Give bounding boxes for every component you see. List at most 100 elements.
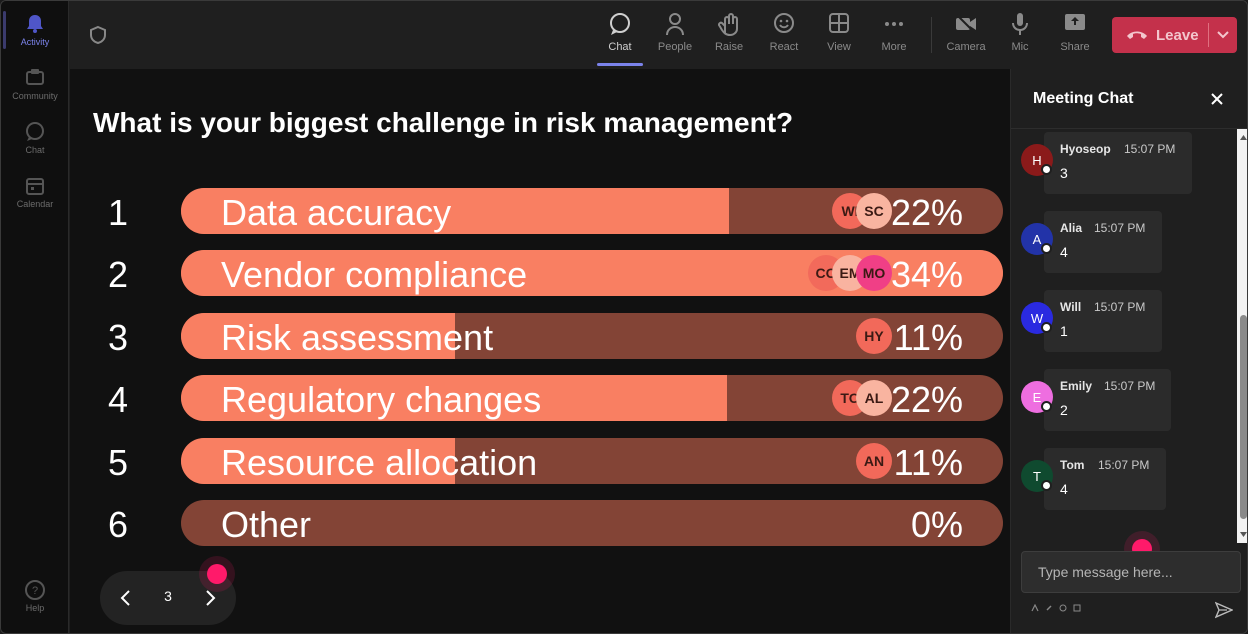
option-number: 6 — [108, 504, 129, 545]
message-body: 1 — [1060, 323, 1068, 339]
option-number: 1 — [108, 192, 129, 233]
avatar[interactable]: W — [1021, 302, 1053, 334]
option-bar: Other 0% — [181, 500, 1003, 546]
rail-item-activity[interactable]: Activity — [1, 11, 69, 49]
message-time: 15:07 PM — [1094, 300, 1146, 314]
option-number: 3 — [108, 317, 129, 358]
phone-hangup-icon — [1127, 31, 1147, 39]
chevron-down-icon[interactable] — [1216, 29, 1230, 41]
chevron-left-icon[interactable] — [114, 586, 138, 610]
option-percent: 22% — [890, 379, 963, 420]
shield-icon[interactable] — [88, 25, 108, 45]
calendar-icon — [26, 178, 44, 195]
option-percent: 11% — [893, 442, 963, 483]
meeting-toolbar: Chat People Raise React View More Camera — [70, 1, 1247, 69]
option-percent: 0% — [910, 504, 963, 545]
rail-item-calendar[interactable]: Calendar — [1, 175, 69, 209]
presence-status — [1041, 322, 1052, 333]
help-icon: ? — [25, 580, 45, 600]
option-bar-fill — [181, 313, 455, 359]
chat-header: Meeting Chat — [1011, 69, 1247, 129]
chat-message: Emily 15:07 PM 2 — [1044, 369, 1171, 431]
people-button-label: People — [657, 41, 693, 53]
avatar[interactable]: H — [1021, 144, 1053, 176]
mic-button-label: Mic — [1011, 41, 1029, 53]
option-bar: Vendor compliance CO EM MO 34% — [181, 250, 1003, 296]
mic-button[interactable]: Mic — [995, 11, 1045, 53]
raise-button-label: Raise — [714, 41, 744, 53]
voter-initials: HY — [864, 328, 884, 344]
share-icon — [1065, 14, 1085, 30]
voter-avatars: WI SC — [832, 193, 892, 229]
pointer-indicator — [207, 564, 227, 584]
people-icon — [666, 13, 684, 36]
send-icon[interactable] — [1215, 601, 1233, 619]
avatar[interactable]: T — [1021, 460, 1053, 492]
more-button[interactable]: More — [869, 11, 919, 53]
scrollbar-thumb[interactable] — [1240, 315, 1247, 519]
app-rail: Activity Community Chat Calendar ? Help — [1, 1, 69, 633]
avatar[interactable]: E — [1021, 381, 1053, 413]
voter-initials: CO — [815, 265, 837, 281]
leave-button[interactable]: Leave — [1112, 17, 1237, 53]
scroll-up-icon[interactable] — [1239, 133, 1248, 141]
voter-avatar: SC — [856, 193, 892, 229]
rail-label-calendar: Calendar — [16, 199, 54, 209]
raise-hand-button[interactable]: Raise — [704, 11, 754, 53]
voter-initials: MO — [862, 265, 886, 281]
share-button[interactable]: Share — [1050, 11, 1100, 53]
poll-question: What is your biggest challenge in risk m… — [93, 107, 794, 138]
option-label: Regulatory changes — [221, 379, 542, 420]
view-button[interactable]: View — [814, 11, 864, 53]
leave-button-label: Leave — [1156, 26, 1199, 44]
chat-title: Meeting Chat — [1033, 90, 1134, 107]
scroll-down-icon[interactable] — [1239, 531, 1248, 539]
close-icon[interactable] — [1209, 91, 1225, 107]
bell-icon — [27, 15, 43, 33]
svg-text:?: ? — [32, 585, 38, 597]
camera-button[interactable]: Camera — [941, 11, 991, 53]
message-author: Alia — [1060, 221, 1083, 235]
message-input[interactable] — [1021, 551, 1241, 593]
option-bar: Risk assessment HY 11% — [181, 313, 1003, 359]
view-button-label: View — [827, 41, 851, 53]
attach-icon[interactable] — [1045, 604, 1053, 612]
poll-option: 4 Regulatory changes TO AL 22% — [70, 375, 1010, 421]
presence-status — [1041, 480, 1052, 491]
poll-stage: What is your biggest challenge in risk m… — [70, 69, 1010, 633]
emoji-icon[interactable] — [1059, 604, 1067, 612]
react-button[interactable]: React — [759, 11, 809, 53]
chevron-right-icon[interactable] — [198, 586, 222, 610]
rail-item-chat[interactable]: Chat — [1, 121, 69, 155]
rail-label-community: Community — [12, 91, 58, 101]
option-label: Vendor compliance — [221, 254, 528, 295]
gif-icon[interactable] — [1073, 604, 1081, 612]
chat-button[interactable]: Chat — [595, 11, 645, 66]
voter-initials: SC — [864, 203, 884, 219]
rail-item-help[interactable]: ? Help — [1, 579, 69, 613]
voter-avatars: TO AL — [832, 380, 892, 416]
format-icon[interactable] — [1031, 604, 1039, 612]
chat-button-label: Chat — [608, 41, 632, 53]
message-author: Will — [1060, 300, 1082, 314]
people-button[interactable]: People — [650, 11, 700, 53]
option-label: Resource allocation — [221, 442, 538, 483]
voter-initials: TO — [840, 390, 860, 406]
avatar[interactable]: A — [1021, 223, 1053, 255]
community-icon — [26, 69, 44, 85]
react-button-label: React — [769, 41, 799, 53]
avatar-initial: W — [1030, 310, 1044, 326]
more-button-label: More — [881, 41, 907, 53]
voter-initials: WI — [841, 203, 859, 219]
voter-avatars: AN — [856, 443, 892, 479]
smiley-icon — [774, 13, 794, 33]
rail-item-community[interactable]: Community — [1, 67, 69, 101]
grid-icon — [829, 13, 849, 33]
chat-scrollbar[interactable] — [1237, 129, 1248, 543]
message-time: 15:07 PM — [1104, 379, 1156, 393]
message-body: 4 — [1060, 244, 1068, 260]
mic-icon — [1012, 13, 1028, 35]
voter-avatar: AL — [856, 380, 892, 416]
